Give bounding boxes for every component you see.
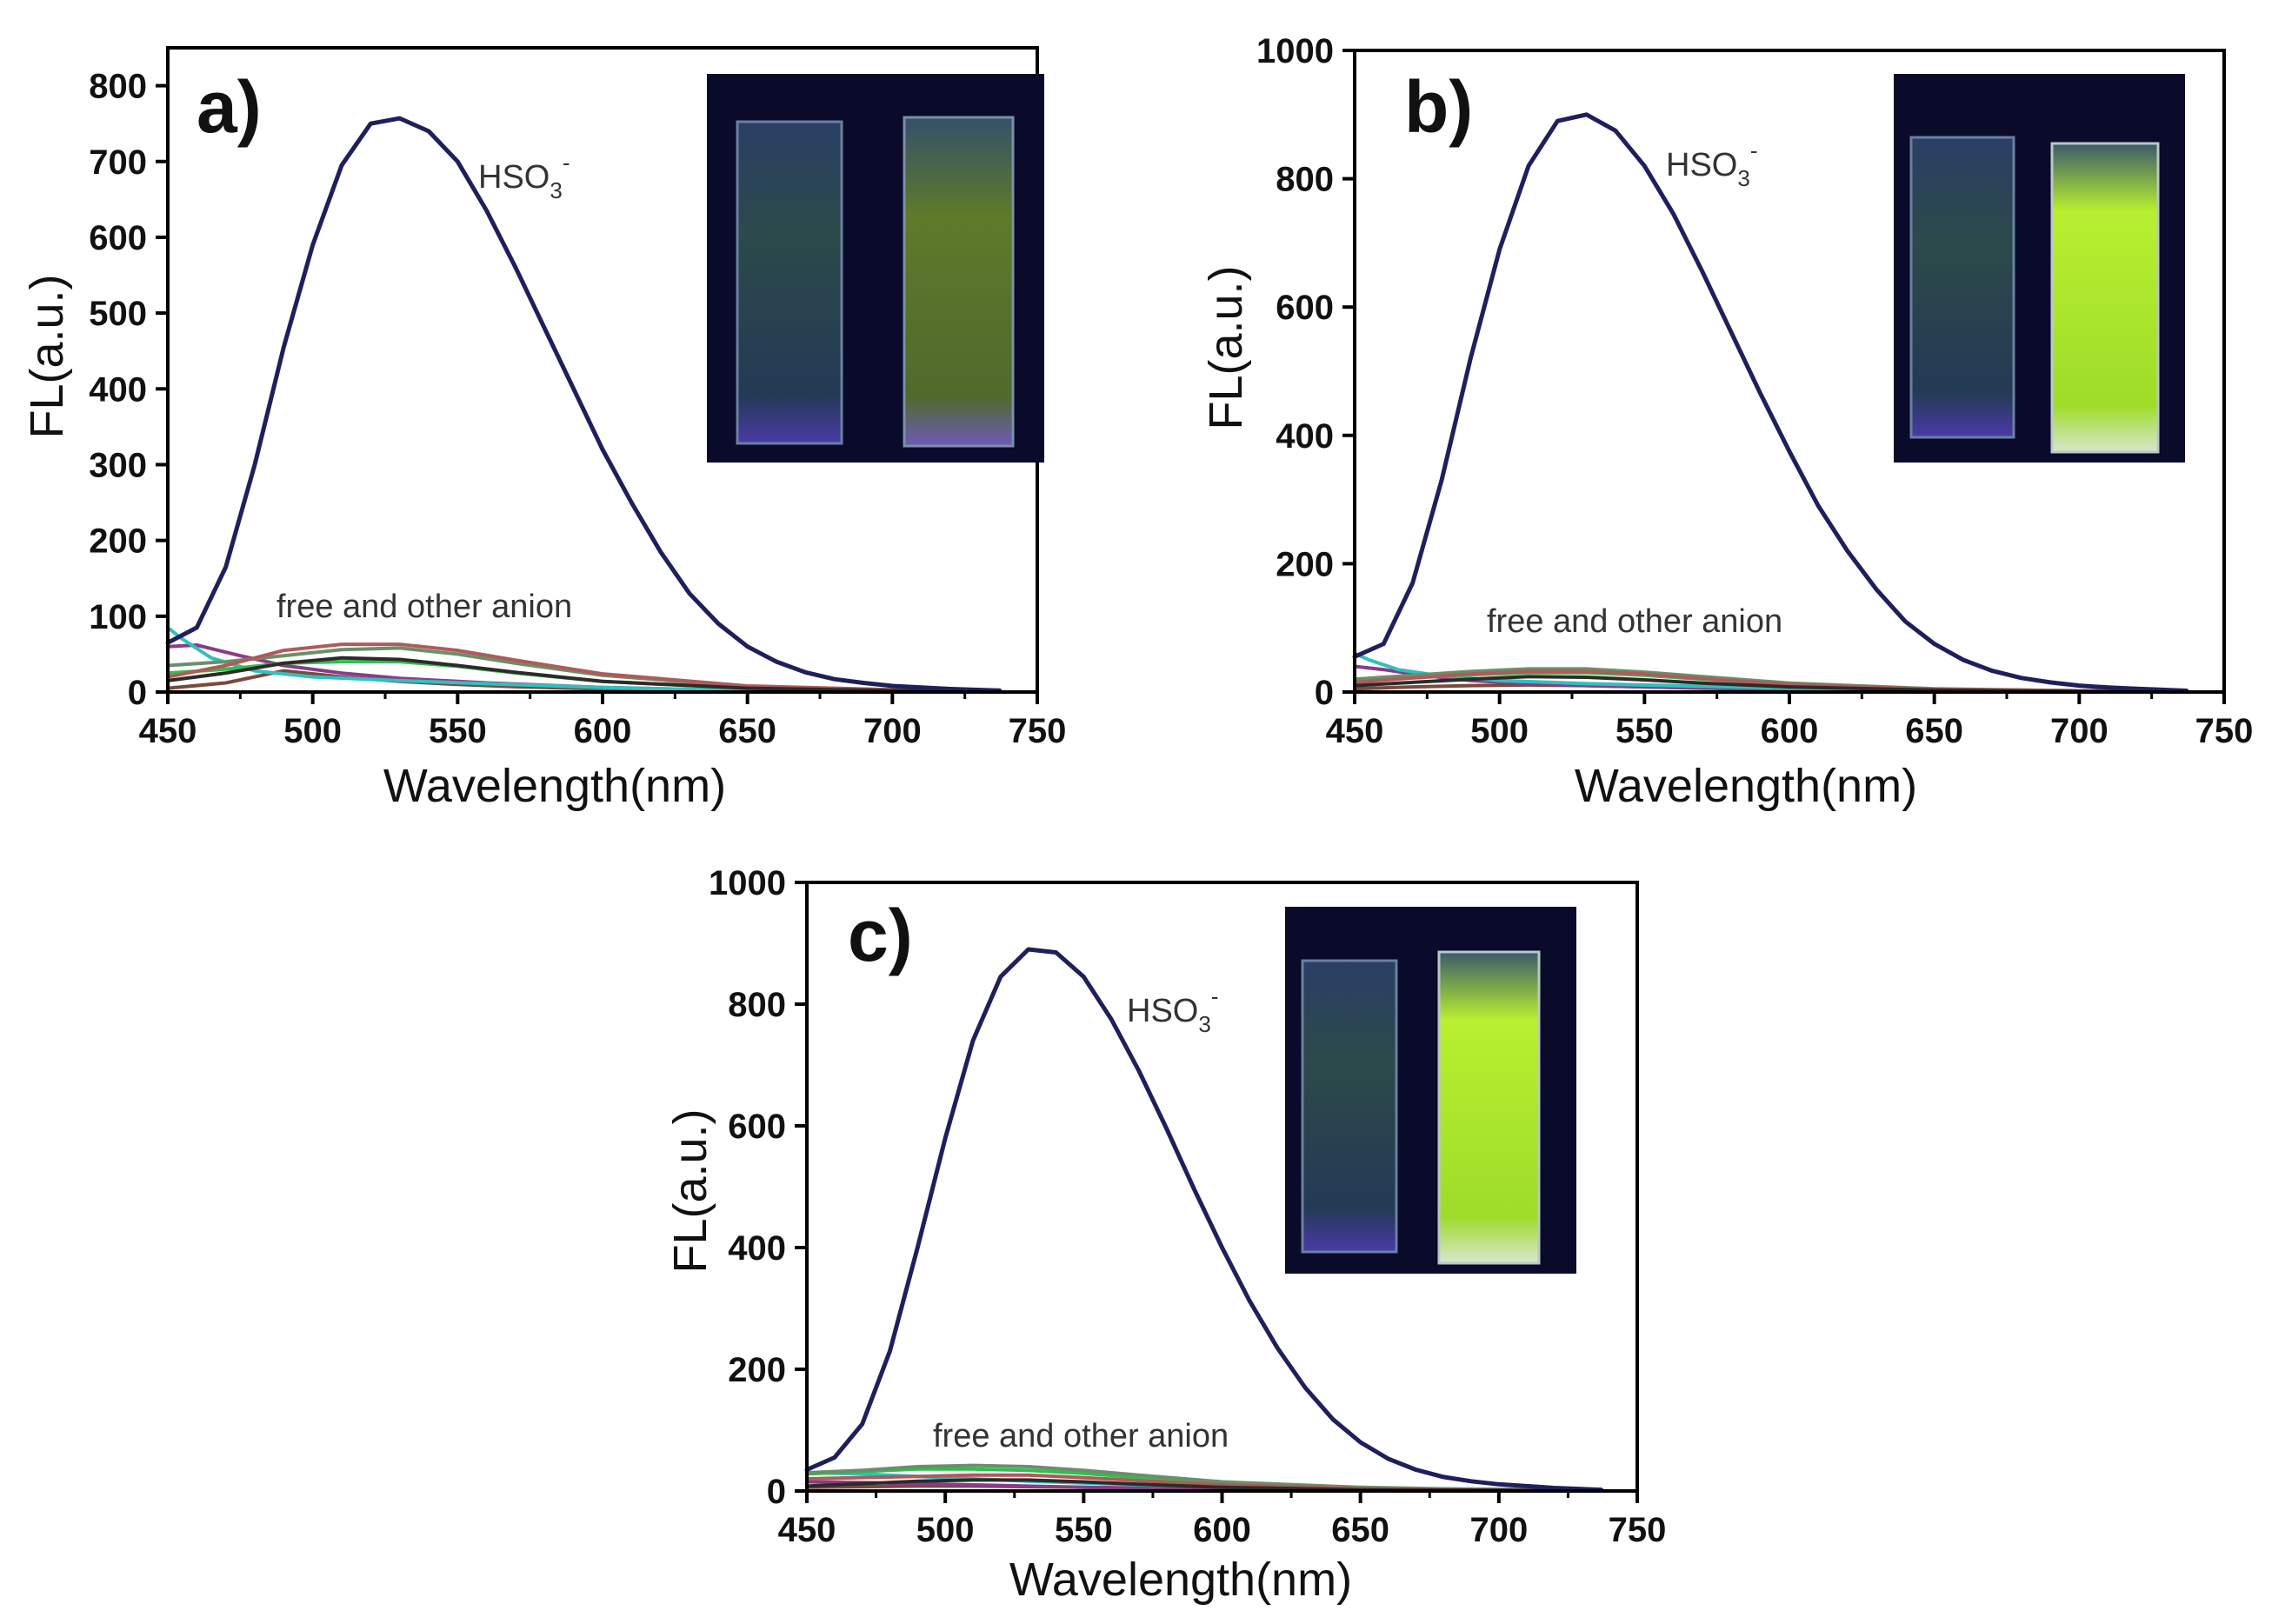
series-line-free: [166, 656, 1002, 694]
panel-a-inset: [707, 74, 1044, 463]
panel-c-baseline-label: free and other anion: [933, 1418, 1229, 1454]
series-line-hso3-: [165, 116, 1003, 693]
cuvette-left: [1909, 136, 2015, 439]
panel-c-ylabel: FL(a.u.): [664, 1108, 716, 1273]
x-tick-label: 500: [283, 712, 342, 750]
y-tick-label: 700: [89, 143, 147, 182]
x-tick-label: 750: [1609, 1511, 1667, 1549]
y-tick-label: 100: [89, 598, 147, 636]
x-tick-label: 600: [1761, 712, 1819, 750]
panel-b: 450 500 550 600 650 700 750 0 200 400 600 800 1000 b…: [1200, 32, 2253, 812]
x-tick-label: 500: [916, 1511, 975, 1549]
panel-b-ylabel: FL(a.u.): [1200, 265, 1252, 429]
panel-b-baseline-label: free and other anion: [1487, 603, 1782, 640]
panel-b-peak-label: HSO3-: [1666, 137, 1758, 191]
cuvette-right: [1437, 950, 1541, 1265]
panel-a-xlabel: Wavelength(nm): [383, 760, 726, 812]
y-tick-label: 1000: [709, 864, 786, 902]
y-tick-label: 0: [128, 674, 147, 712]
x-tick-label: 700: [863, 712, 922, 750]
y-tick-label: 800: [89, 68, 147, 106]
y-tick-label: 800: [728, 986, 786, 1024]
panel-c-label: c): [848, 895, 913, 976]
x-tick-label: 500: [1470, 712, 1529, 750]
x-tick-label: 600: [1193, 1511, 1251, 1549]
panel-b-label: b): [1404, 66, 1473, 148]
y-tick-label: 0: [1315, 674, 1334, 712]
cuvette-right: [2050, 142, 2160, 454]
y-tick-label: 600: [89, 219, 147, 257]
panel-a-series: [165, 116, 1003, 694]
y-tick-label: 200: [728, 1351, 786, 1389]
panel-b-ticks: 450 500 550 600 650 700 750 0 200 400 600 800 1000: [1256, 32, 2253, 750]
y-tick-label: 200: [1276, 545, 1334, 583]
x-tick-label: 450: [778, 1511, 836, 1549]
y-tick-label: 600: [1276, 289, 1334, 327]
y-tick-label: 300: [89, 446, 147, 484]
y-tick-label: 0: [767, 1473, 786, 1511]
panel-a-ticks: 450 500 550 600 650 700 750 0 100 200 300 400 500 600…: [89, 68, 1066, 750]
panel-c-xlabel: Wavelength(nm): [1009, 1554, 1352, 1606]
y-tick-label: 400: [1276, 417, 1334, 456]
cuvette-left: [736, 120, 843, 445]
x-tick-label: 650: [1905, 712, 1963, 750]
panel-c-peak-label: HSO3-: [1127, 983, 1219, 1037]
panel-a-label: a): [197, 66, 262, 148]
panel-c-inset: [1285, 907, 1576, 1274]
x-tick-label: 550: [1615, 712, 1674, 750]
x-tick-label: 650: [1331, 1511, 1389, 1549]
x-tick-label: 550: [429, 712, 487, 750]
cuvette-right: [903, 116, 1015, 448]
y-tick-label: 400: [728, 1229, 786, 1268]
y-tick-label: 1000: [1256, 32, 1334, 70]
panel-c: 450 500 550 600 650 700 750 0 200 400 600 800 1000 c…: [664, 864, 1666, 1606]
x-tick-label: 750: [1009, 712, 1067, 750]
x-tick-label: 750: [2195, 712, 2254, 750]
y-tick-label: 400: [89, 370, 147, 409]
y-tick-label: 500: [89, 295, 147, 333]
panel-c-series: [804, 947, 1604, 1493]
y-tick-label: 800: [1276, 161, 1334, 199]
x-tick-label: 600: [574, 712, 632, 750]
x-tick-label: 450: [139, 712, 197, 750]
panel-a: 450 500 550 600 650 700 750 0 100 200 300 400 500 600…: [21, 46, 1066, 812]
series-line-anion-1: [166, 642, 1002, 694]
x-tick-label: 700: [2050, 712, 2108, 750]
panel-a-baseline-label: free and other anion: [276, 589, 572, 625]
y-tick-label: 200: [89, 522, 147, 561]
y-tick-label: 600: [728, 1108, 786, 1146]
panel-a-peak-label: HSO3-: [478, 150, 570, 203]
series-line-hso3-: [1352, 112, 2189, 693]
cuvette-left: [1301, 959, 1398, 1254]
x-tick-label: 700: [1469, 1511, 1528, 1549]
panel-b-inset: [1894, 74, 2185, 463]
x-tick-label: 650: [718, 712, 776, 750]
x-tick-label: 450: [1326, 712, 1384, 750]
series-line-hso3-: [804, 947, 1604, 1493]
panel-c-ticks: 450 500 550 600 650 700 750 0 200 400 600 800 1000: [709, 864, 1666, 1549]
x-tick-label: 550: [1055, 1511, 1113, 1549]
panel-b-xlabel: Wavelength(nm): [1575, 760, 1917, 812]
panel-a-ylabel: FL(a.u.): [21, 274, 73, 438]
